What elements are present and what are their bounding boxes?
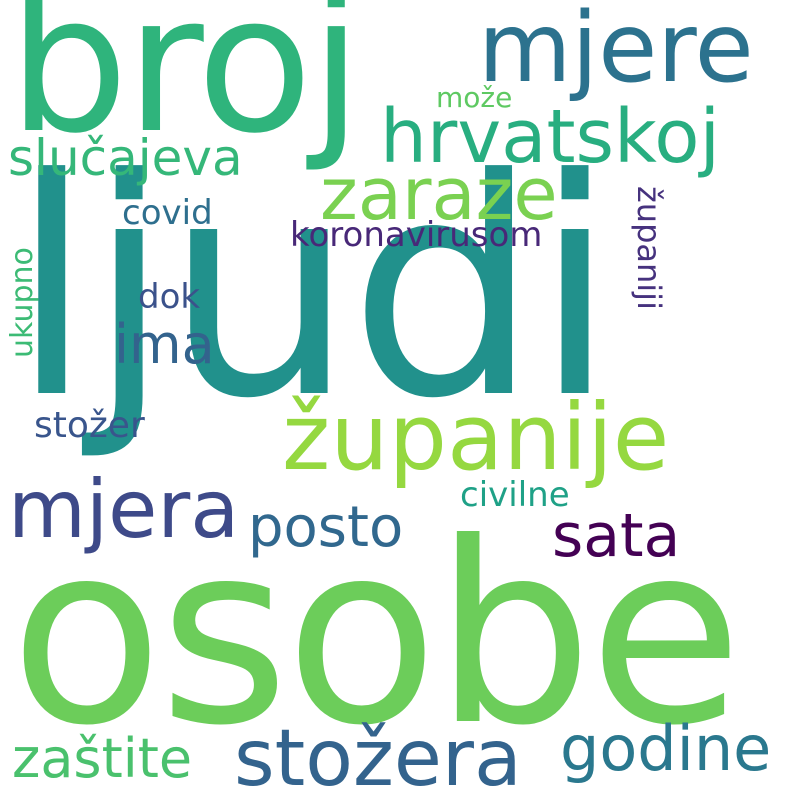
word-zaraze: zaraze	[320, 152, 558, 236]
word-dok: dok	[138, 277, 201, 317]
word-civilne: civilne	[460, 475, 570, 515]
word-stozera: stožera	[234, 714, 522, 800]
word-stozer: stožer	[34, 405, 145, 446]
word-zastite: zaštite	[12, 727, 193, 790]
word-covid: covid	[122, 193, 213, 233]
word-broj: broj	[8, 0, 363, 175]
word-koronavirusom: koronavirusom	[290, 215, 543, 255]
word-mjere: mjere	[478, 0, 754, 104]
word-ukupno: ukupno	[5, 247, 40, 358]
word-ljudi: ljudi	[10, 115, 617, 464]
word-zupaniji: županiji	[630, 186, 668, 310]
word-mjera: mjera	[8, 463, 240, 556]
word-godine: godine	[560, 712, 772, 785]
word-sata: sata	[552, 501, 681, 571]
word-posto: posto	[248, 495, 404, 560]
word-hrvatskoj: hrvatskoj	[380, 94, 721, 180]
word-moze: može	[436, 81, 513, 114]
word-osobe: osobe	[10, 489, 743, 780]
word-slucajeva: slučajeva	[8, 129, 243, 187]
word-ima: ima	[114, 313, 215, 376]
word-zupanije: županije	[282, 384, 670, 491]
